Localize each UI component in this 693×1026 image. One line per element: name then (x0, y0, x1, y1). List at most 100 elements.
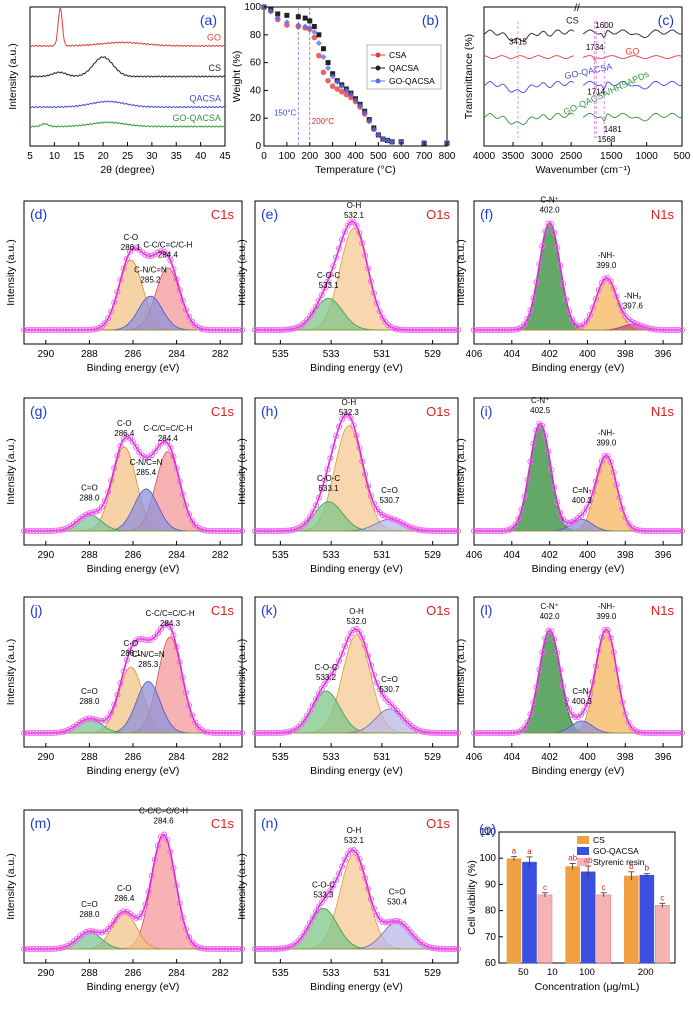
peak-value-label: 399.0 (596, 612, 617, 621)
data-point (408, 326, 415, 334)
data-point (530, 440, 537, 447)
peak-name-label: O-H (349, 607, 364, 616)
data-point (560, 516, 567, 523)
data-point (260, 527, 267, 535)
data-point (318, 899, 325, 906)
peak-c-n- (474, 222, 682, 331)
data-point (61, 728, 68, 735)
data-point (637, 729, 644, 736)
data-point (542, 228, 549, 235)
panel-label: (o) (479, 821, 496, 837)
data-point (673, 527, 680, 535)
peak-name-label: O-H (347, 201, 362, 210)
peak-value-label: 399.0 (596, 261, 617, 270)
data-point (48, 729, 56, 736)
x-tick-label: 282 (212, 550, 229, 561)
x-axis-label: Binding energy (eV) (87, 362, 180, 374)
y-axis-label: Intensity (a.u.) (5, 853, 17, 920)
data-point (338, 650, 346, 657)
y-axis-label: Intensity (a.u.) (236, 639, 248, 706)
y-axis-label: Intensity (a.u.) (7, 43, 19, 110)
x-tick-label: 529 (424, 968, 441, 979)
data-point (402, 522, 409, 529)
data-point (80, 326, 87, 334)
data-point (232, 326, 239, 334)
data-point (580, 321, 587, 328)
data-point (542, 635, 549, 642)
data-point (170, 265, 177, 272)
data-point (405, 523, 412, 530)
fit-envelope (24, 833, 242, 950)
data-point (77, 719, 84, 726)
y-axis-label: Intensity (a.u.) (5, 438, 17, 505)
element-label: N1s (651, 603, 675, 618)
data-point (431, 729, 438, 736)
data-point (327, 887, 334, 894)
data-point (394, 326, 401, 333)
data-point (473, 527, 481, 535)
data-point (307, 313, 314, 320)
data-point (20, 527, 28, 535)
data-point (176, 658, 183, 665)
peak-name-label: C-O-C (317, 271, 340, 280)
peak-name-label: C-O (123, 233, 138, 242)
tga-point-goqacsa (283, 19, 290, 26)
bar-cs (565, 866, 580, 964)
data-point (664, 527, 671, 535)
y-axis-label: Intensity (a.u.) (5, 639, 17, 706)
plot-frame (254, 200, 459, 345)
data-point (217, 527, 224, 535)
data-point (566, 706, 573, 713)
series-label: GO (625, 46, 639, 56)
data-point (251, 527, 259, 535)
series-label: CS (208, 63, 221, 73)
data-point (269, 527, 276, 535)
data-point (388, 515, 395, 522)
data-point (133, 244, 140, 252)
data-point (586, 497, 593, 505)
data-point (673, 326, 680, 334)
data-point (637, 322, 644, 329)
data-point (86, 715, 93, 722)
series-label: GO-QACSA (172, 113, 221, 123)
panel-label: (b) (422, 12, 439, 28)
data-point (151, 856, 158, 863)
data-point (133, 914, 140, 921)
data-point (257, 729, 264, 737)
data-point (414, 326, 421, 334)
data-point (557, 666, 564, 673)
data-point (260, 326, 267, 334)
x-tick-label: 10 (49, 151, 61, 162)
data-point (226, 326, 233, 334)
data-point (589, 678, 596, 685)
data-point (269, 326, 276, 334)
peak-value-label: 285.3 (138, 660, 159, 669)
data-point (440, 945, 447, 952)
x-tick-label: 3500 (502, 151, 525, 162)
data-point (95, 507, 102, 514)
x-tick-label: 4000 (473, 151, 496, 162)
data-point (613, 481, 620, 489)
panel-g: 290 288 286 284 282 Binding energy (eV) Intens… (5, 397, 246, 575)
panel-n: 535 533 531 529 Binding energy (eV) Intensity… (236, 809, 462, 993)
data-point (592, 478, 599, 485)
tga-point-goqacsa (295, 22, 302, 29)
fit-envelope (24, 435, 242, 532)
tga-point-goqacsa (343, 87, 350, 94)
y-tick-label: 90 (485, 879, 497, 890)
data-point (142, 901, 149, 908)
data-point (506, 729, 513, 736)
tga-point-goqacsa (375, 131, 382, 138)
y-axis-label: Transmittance (%) (463, 34, 475, 119)
x-tick-label: 286 (125, 550, 142, 561)
data-point (179, 297, 186, 304)
data-point (198, 325, 205, 332)
series-label: CS (566, 16, 579, 26)
x-tick-label: 398 (617, 752, 634, 763)
data-point (338, 416, 346, 423)
data-point (260, 729, 267, 737)
data-point (61, 326, 68, 334)
peak-name-label: O-H (342, 398, 357, 407)
data-point (509, 729, 516, 736)
data-point (20, 326, 28, 334)
